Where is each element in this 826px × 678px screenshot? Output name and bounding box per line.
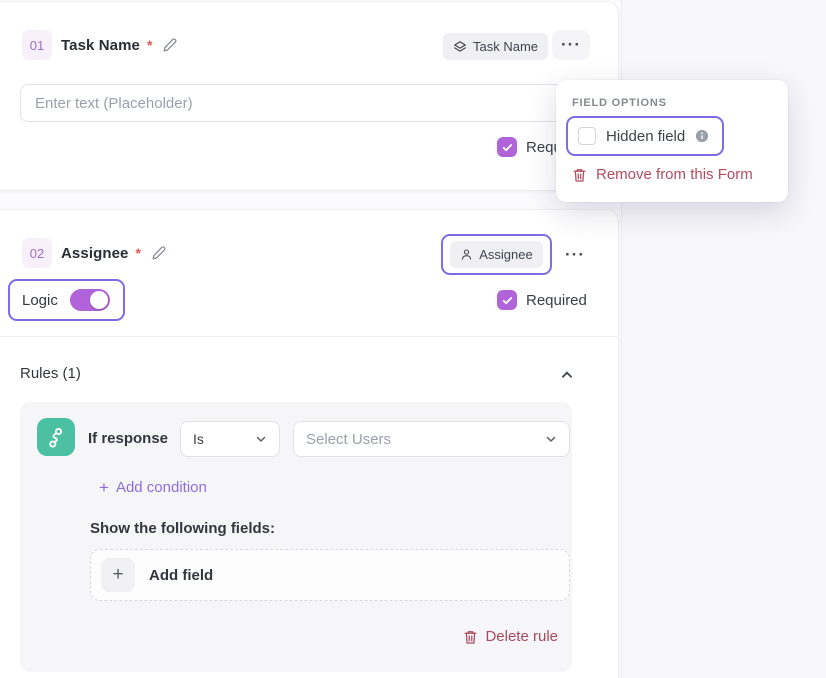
add-field-label: Add field xyxy=(149,566,214,584)
field2-more-options-button[interactable]: ··· xyxy=(556,240,594,270)
logic-branch-icon xyxy=(37,418,75,456)
toggle-knob xyxy=(89,291,108,309)
rules-header: Rules (1) xyxy=(20,365,81,382)
field2-required-label: Required xyxy=(526,291,587,309)
field1-type-chip-label: Task Name xyxy=(473,39,539,54)
delete-rule-label: Delete rule xyxy=(485,628,558,645)
ellipsis-icon: ··· xyxy=(561,35,581,54)
popup-title: FIELD OPTIONS xyxy=(572,97,667,109)
trash-icon xyxy=(463,629,478,645)
hidden-field-label: Hidden field xyxy=(606,127,686,145)
remove-from-form-label: Remove from this Form xyxy=(596,166,753,183)
if-response-label: If response xyxy=(88,430,169,447)
operator-select[interactable]: Is xyxy=(180,421,280,457)
add-condition-button[interactable]: + Add condition xyxy=(99,479,207,496)
rule-card: If response Is Select Users + Add condit… xyxy=(20,402,572,672)
ellipsis-icon: ··· xyxy=(565,245,585,264)
show-fields-label: Show the following fields: xyxy=(90,520,275,537)
plus-icon: + xyxy=(101,558,135,592)
chevron-down-icon xyxy=(255,433,267,445)
field-card-assignee: 02 Assignee * Assignee ··· Logic xyxy=(0,210,618,678)
field1-type-chip[interactable]: Task Name xyxy=(443,33,549,60)
field2-type-chip-highlight: Assignee xyxy=(441,234,552,275)
trash-icon xyxy=(572,167,587,183)
field1-more-options-button[interactable]: ··· xyxy=(552,30,590,60)
field1-text-input[interactable] xyxy=(20,84,598,122)
field-options-popup: FIELD OPTIONS Hidden field Remove from t… xyxy=(556,80,788,202)
field1-title: Task Name xyxy=(61,36,140,54)
layers-stack-icon xyxy=(453,40,467,54)
field-card-task-name: 01 Task Name * Task Name ··· Required xyxy=(0,2,618,190)
field2-type-chip[interactable]: Assignee xyxy=(450,241,543,268)
field2-index-badge: 02 xyxy=(22,238,52,268)
edit-pencil-icon[interactable] xyxy=(161,37,178,54)
edit-pencil-icon[interactable] xyxy=(150,245,167,262)
field2-type-chip-label: Assignee xyxy=(479,247,533,262)
operator-value: Is xyxy=(193,431,204,447)
field1-required-checkbox[interactable] xyxy=(497,137,517,157)
logic-toggle-highlight: Logic xyxy=(8,279,125,321)
field1-index-badge: 01 xyxy=(22,30,52,60)
logic-toggle[interactable] xyxy=(69,289,110,311)
add-condition-label: Add condition xyxy=(115,479,207,496)
select-users-placeholder: Select Users xyxy=(306,430,392,448)
field1-header: 01 Task Name * xyxy=(22,30,178,60)
delete-rule-button[interactable]: Delete rule xyxy=(463,628,558,645)
hidden-field-option[interactable]: Hidden field xyxy=(566,116,724,156)
field2-required-star: * xyxy=(135,245,141,261)
field2-required-checkbox[interactable] xyxy=(497,290,517,310)
info-icon[interactable] xyxy=(695,129,709,143)
select-users-dropdown[interactable]: Select Users xyxy=(293,421,570,457)
section-divider xyxy=(0,336,618,337)
add-field-button[interactable]: + Add field xyxy=(90,549,570,601)
field1-required-star: * xyxy=(147,37,153,53)
remove-from-form-option[interactable]: Remove from this Form xyxy=(572,166,753,183)
field2-header: 02 Assignee * xyxy=(22,238,167,268)
field2-title: Assignee xyxy=(61,244,129,262)
field2-required-row: Required xyxy=(497,290,587,310)
hidden-field-checkbox[interactable] xyxy=(578,127,596,145)
plus-icon: + xyxy=(99,478,109,497)
person-icon xyxy=(460,248,473,261)
chevron-down-icon xyxy=(545,433,557,445)
logic-label: Logic xyxy=(22,291,58,309)
chevron-up-icon[interactable] xyxy=(560,368,574,382)
